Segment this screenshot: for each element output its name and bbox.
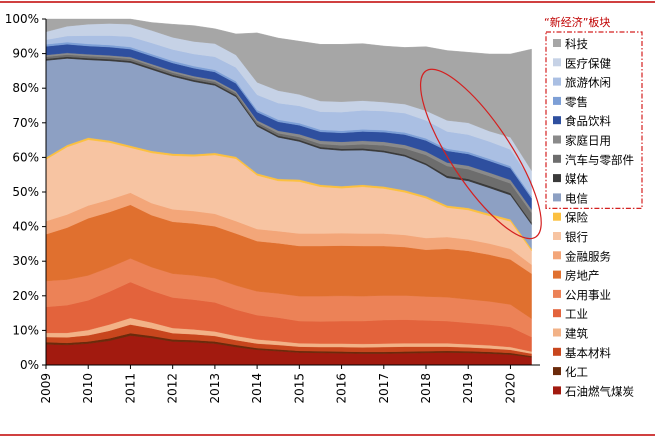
area-series-18: [45, 18, 532, 172]
legend-label: 基本材料: [565, 346, 611, 360]
legend-swatch: [553, 58, 561, 67]
y-tick-label: 40%: [12, 220, 39, 234]
plot-area: [45, 18, 542, 366]
y-tick-label: 60%: [12, 150, 39, 164]
x-tick-label: 2010: [81, 373, 95, 404]
axes: 0% 10% 20% 30% 40% 50% 60% 70% 80% 90% 100% 2009 201…: [5, 12, 540, 404]
y-tick-label: 50%: [12, 185, 39, 199]
legend-label: 保险: [565, 211, 588, 225]
legend-swatch: [553, 309, 561, 318]
legend-swatch: [553, 386, 561, 395]
legend-label: 化工: [565, 365, 588, 379]
legend-label: 公用事业: [565, 288, 611, 302]
x-tick-label: 2016: [335, 373, 349, 404]
legend: “新经济”板块科技医疗保健旅游休闲零售食品饮料家庭日用汽车与零部件媒体电信保险银…: [544, 15, 643, 398]
legend-label: 银行: [565, 230, 588, 244]
legend-swatch: [553, 39, 561, 47]
legend-swatch: [553, 328, 561, 337]
y-tick-label: 10%: [12, 323, 39, 337]
highlight-ellipse: [419, 68, 542, 240]
x-tick-label: 2018: [419, 373, 433, 404]
y-tick-label: 20%: [12, 289, 39, 303]
legend-label: 建筑: [565, 327, 588, 341]
legend-swatch: [553, 77, 561, 86]
legend-label: 旅游休闲: [565, 76, 611, 90]
legend-swatch: [553, 232, 561, 240]
y-tick-label: 90%: [12, 47, 39, 61]
x-tick-label: 2014: [250, 373, 264, 404]
legend-label: 医疗保健: [565, 56, 611, 70]
y-tick-label: 0%: [20, 358, 39, 372]
legend-label: 食品饮料: [565, 114, 611, 128]
legend-swatch: [553, 116, 561, 125]
x-tick-label: 2009: [39, 373, 53, 404]
y-tick-label: 30%: [12, 254, 39, 268]
legend-swatch: [553, 367, 561, 376]
x-tick-label: 2019: [461, 373, 475, 404]
x-tick-label: 2013: [208, 373, 222, 404]
legend-label: 汽车与零部件: [565, 153, 634, 167]
y-tick-label: 80%: [12, 81, 39, 95]
legend-swatch: [553, 135, 561, 144]
legend-swatch: [553, 289, 561, 298]
legend-label: 媒体: [565, 172, 588, 186]
x-tick-label: 2020: [503, 373, 517, 404]
legend-label: 家庭日用: [565, 134, 611, 148]
legend-label: 金融服务: [565, 249, 611, 263]
x-tick-label: 2012: [166, 373, 180, 404]
legend-swatch: [553, 193, 561, 202]
legend-label: 零售: [565, 95, 588, 109]
legend-label: 工业: [565, 307, 588, 321]
x-tick-label: 2015: [292, 373, 306, 404]
legend-label: 电信: [565, 191, 588, 205]
y-tick-label: 70%: [12, 116, 39, 130]
legend-title: “新经济”板块: [544, 15, 610, 29]
x-tick-label: 2011: [123, 373, 137, 404]
legend-label: 石油燃气煤炭: [565, 384, 634, 398]
legend-swatch: [553, 251, 561, 260]
legend-swatch: [553, 174, 561, 183]
legend-swatch: [553, 212, 561, 221]
legend-label: 科技: [565, 37, 588, 51]
legend-swatch: [553, 154, 561, 163]
legend-swatch: [553, 270, 561, 279]
legend-swatch: [553, 96, 561, 105]
legend-swatch: [553, 347, 561, 356]
x-tick-label: 2017: [377, 373, 391, 404]
legend-label: 房地产: [565, 269, 600, 283]
y-tick-label: 100%: [5, 12, 39, 26]
